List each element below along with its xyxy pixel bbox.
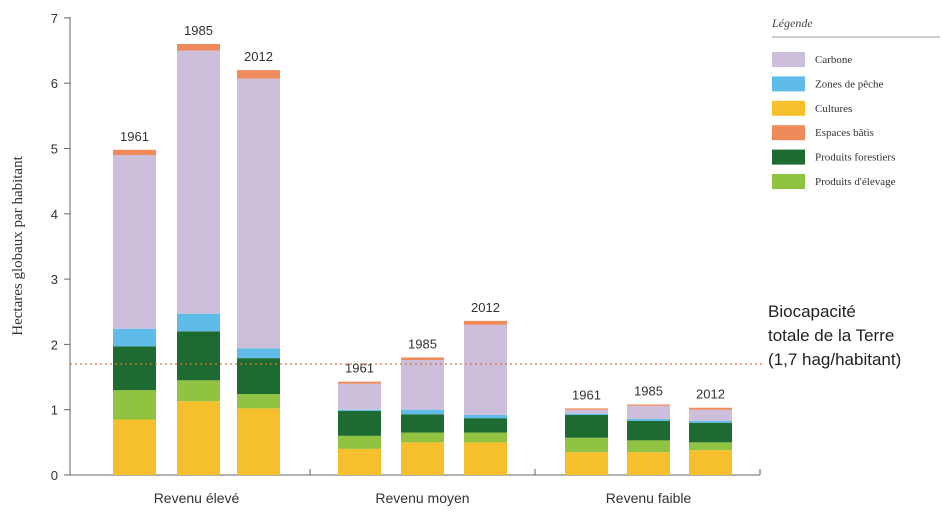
bar-segment-carbone: [177, 50, 220, 314]
bar-segment-produits-forestiers: [237, 358, 280, 395]
y-tick-label: 2: [51, 337, 58, 352]
bar-segment-produits-forestiers: [338, 411, 381, 436]
year-label: 1961: [572, 387, 601, 402]
legend-swatch-zones-de-peche: [772, 76, 805, 92]
bar-segment-zones-de-peche: [401, 409, 444, 415]
bar-segment-espaces-batis: [237, 70, 280, 79]
year-label: 2012: [471, 300, 500, 315]
bar-segment-cultures: [689, 450, 732, 475]
bar-segment-carbone: [464, 324, 507, 415]
legend-swatch-cultures: [772, 100, 805, 116]
legend-label: Produits d'élevage: [815, 176, 896, 188]
legend-swatch-produits-forestiers: [772, 149, 805, 165]
legend-swatch-espaces-batis: [772, 125, 805, 141]
y-tick-label: 7: [51, 11, 58, 26]
y-tick-label: 6: [51, 76, 58, 91]
bar-segment-cultures: [113, 419, 156, 475]
bar-segment-carbone: [689, 409, 732, 421]
bar-segment-carbone: [113, 155, 156, 329]
bar-segment-zones-de-peche: [338, 409, 381, 412]
bar-segment-carbone: [627, 405, 670, 419]
year-label: 2012: [244, 49, 273, 64]
bar-segment-produits-forestiers: [177, 331, 220, 381]
bar-segment-produits-d-elevage: [338, 435, 381, 449]
biocapacity-label-line: (1,7 hag/habitant): [768, 350, 901, 369]
y-tick-labels: 0 1 2 3 4 5 6 7: [51, 11, 70, 483]
year-label: 1961: [345, 361, 374, 376]
bar-segment-zones-de-peche: [565, 413, 608, 415]
bar-segment-zones-de-peche: [237, 348, 280, 359]
bar-segment-produits-d-elevage: [627, 440, 670, 453]
bar-segment-espaces-batis: [401, 357, 444, 361]
year-label: 1985: [634, 383, 663, 398]
bar-segment-espaces-batis: [464, 320, 507, 325]
bar-segment-espaces-batis: [565, 408, 608, 410]
bar-segment-produits-forestiers: [464, 418, 507, 433]
legend: Légende Carbone Zones de pêche Cultures Esp…: [771, 16, 940, 189]
year-label: 2012: [696, 387, 725, 402]
bar-segment-carbone: [565, 409, 608, 414]
bar-segment-carbone: [237, 78, 280, 349]
y-tick-label: 4: [51, 207, 58, 222]
bar-segment-produits-forestiers: [113, 346, 156, 391]
bar-segment-produits-d-elevage: [565, 437, 608, 453]
bar-segment-cultures: [237, 408, 280, 475]
bar-segment-zones-de-peche: [464, 414, 507, 419]
year-label: 1961: [120, 129, 149, 144]
bar-segment-carbone: [401, 360, 444, 410]
bar-segment-produits-d-elevage: [177, 380, 220, 402]
bar-segment-espaces-batis: [177, 44, 220, 51]
bar-segment-produits-forestiers: [689, 422, 732, 443]
bars: [113, 44, 732, 475]
legend-swatch-carbone: [772, 52, 805, 67]
bar-segment-produits-forestiers: [565, 414, 608, 438]
y-tick-label: 0: [51, 468, 58, 483]
y-tick-label: 5: [51, 142, 58, 157]
biocapacity-label-line: Biocapacité: [768, 302, 856, 321]
bar-segment-cultures: [464, 442, 507, 475]
group-labels: Revenu élevé Revenu moyen Revenu faible: [154, 490, 692, 506]
legend-label: Espaces bâtis: [815, 127, 874, 139]
year-label: 1985: [184, 23, 213, 38]
biocapacity-annotation: Biocapacité totale de la Terre (1,7 hag/ha…: [768, 302, 901, 369]
gridlines: [309, 469, 761, 475]
bar-segment-cultures: [177, 401, 220, 475]
bar-segment-zones-de-peche: [627, 418, 670, 421]
bar-segment-produits-d-elevage: [401, 432, 444, 443]
bar-segment-zones-de-peche: [689, 420, 732, 423]
legend-title: Légende: [771, 16, 813, 30]
bar-segment-produits-forestiers: [401, 414, 444, 433]
bar-segment-espaces-batis: [338, 381, 381, 384]
bar-segment-espaces-batis: [113, 149, 156, 156]
legend-swatch-produits-d-elevage: [772, 174, 805, 189]
bar-segment-produits-forestiers: [627, 420, 670, 441]
year-label: 1985: [408, 336, 437, 351]
year-labels: 1961 1985 2012 1961 1985 2012 1961 1985 2012: [120, 23, 725, 402]
bar-segment-espaces-batis: [627, 404, 670, 406]
group-label: Revenu moyen: [375, 490, 469, 506]
y-tick-label: 3: [51, 272, 58, 287]
group-label: Revenu élevé: [154, 490, 240, 506]
y-tick-label: 1: [51, 403, 58, 418]
bar-segment-zones-de-peche: [177, 313, 220, 332]
bar-segment-cultures: [401, 442, 444, 475]
legend-label: Zones de pêche: [815, 78, 884, 90]
legend-label: Cultures: [815, 103, 852, 115]
bar-segment-carbone: [338, 383, 381, 410]
bar-segment-cultures: [565, 452, 608, 475]
y-axis-label: Hectares globaux par habitant: [10, 155, 26, 335]
group-label: Revenu faible: [606, 490, 692, 506]
bar-segment-produits-d-elevage: [237, 394, 280, 409]
bar-segment-produits-d-elevage: [689, 442, 732, 451]
bar-segment-cultures: [627, 452, 670, 475]
bar-segment-zones-de-peche: [113, 328, 156, 347]
bar-segment-produits-d-elevage: [464, 432, 507, 443]
bar-segment-cultures: [338, 448, 381, 475]
bar-segment-espaces-batis: [689, 407, 732, 410]
legend-label: Carbone: [815, 54, 852, 66]
legend-label: Produits forestiers: [815, 152, 895, 164]
bar-segment-produits-d-elevage: [113, 390, 156, 420]
biocapacity-label-line: totale de la Terre: [768, 326, 894, 345]
